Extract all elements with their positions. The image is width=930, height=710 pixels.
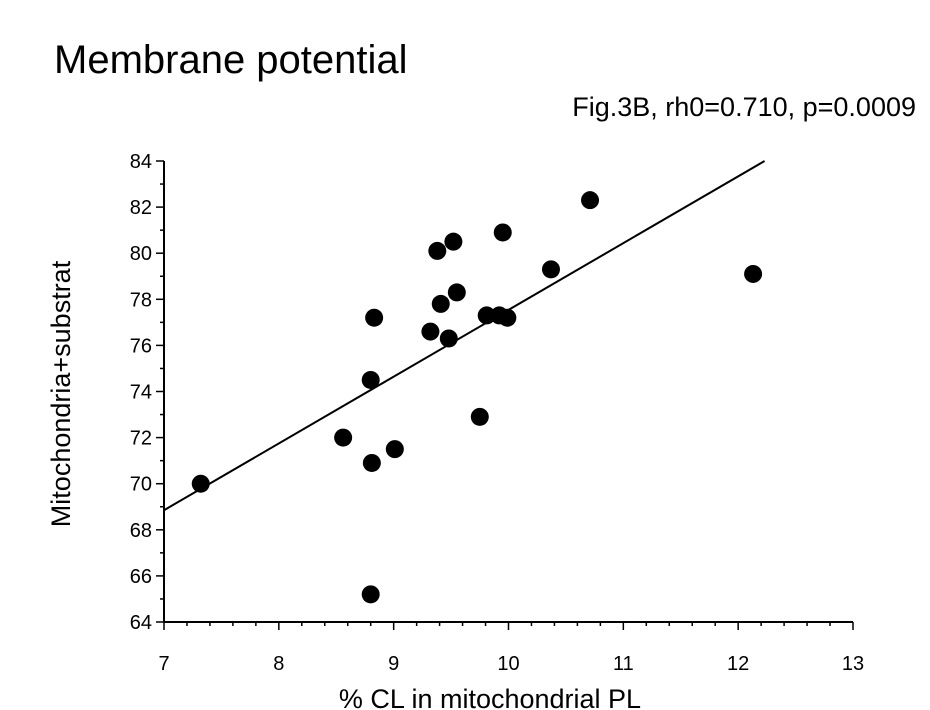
data-point	[334, 428, 353, 447]
y-tick-label: 70	[130, 474, 152, 496]
data-point	[581, 191, 600, 210]
data-point	[447, 283, 466, 302]
data-point	[365, 308, 384, 327]
data-point	[477, 306, 496, 325]
data-point	[493, 223, 512, 242]
x-tick-label: 9	[388, 653, 399, 675]
data-point	[385, 440, 404, 459]
y-tick-label: 72	[130, 428, 152, 450]
x-tick-label: 11	[613, 653, 634, 675]
points-group	[191, 191, 763, 604]
x-tick-label: 13	[842, 653, 864, 675]
data-point	[361, 585, 380, 604]
x-tick-label: 7	[158, 653, 169, 675]
data-point	[421, 322, 440, 341]
data-point	[444, 232, 463, 251]
y-tick-label: 76	[130, 335, 152, 357]
y-tick-label: 78	[130, 289, 152, 311]
y-tick-label: 84	[130, 151, 152, 173]
y-tick-label: 80	[130, 243, 152, 265]
x-axis-label: % CL in mitochondrial PL	[339, 684, 641, 710]
data-point	[744, 264, 763, 283]
x-tick-label: 8	[273, 653, 284, 675]
axis-labels: % CL in mitochondrial PL Mitochondria+su…	[46, 260, 641, 710]
y-axis-label: Mitochondria+substrat	[46, 260, 76, 527]
data-point	[439, 329, 458, 348]
data-point	[361, 370, 380, 389]
data-point	[431, 294, 450, 313]
x-tick-label: 12	[727, 653, 749, 675]
data-point	[541, 260, 560, 279]
y-tick-label: 66	[130, 566, 152, 588]
fit-line	[163, 160, 766, 512]
y-tick-label: 68	[130, 520, 152, 542]
y-tick-label: 74	[130, 382, 152, 404]
data-point	[191, 474, 210, 493]
x-tick-label: 10	[497, 653, 519, 675]
data-point	[362, 453, 381, 472]
data-point	[428, 241, 447, 260]
chart-subtitle: Fig.3B, rh0=0.710, p=0.0009	[572, 92, 916, 122]
chart-title: Membrane potential	[54, 38, 408, 82]
y-tick-label: 64	[130, 612, 152, 634]
data-point	[498, 308, 517, 327]
data-point	[470, 407, 489, 426]
y-tick-label: 82	[130, 197, 152, 219]
fit-line-group	[163, 160, 766, 512]
